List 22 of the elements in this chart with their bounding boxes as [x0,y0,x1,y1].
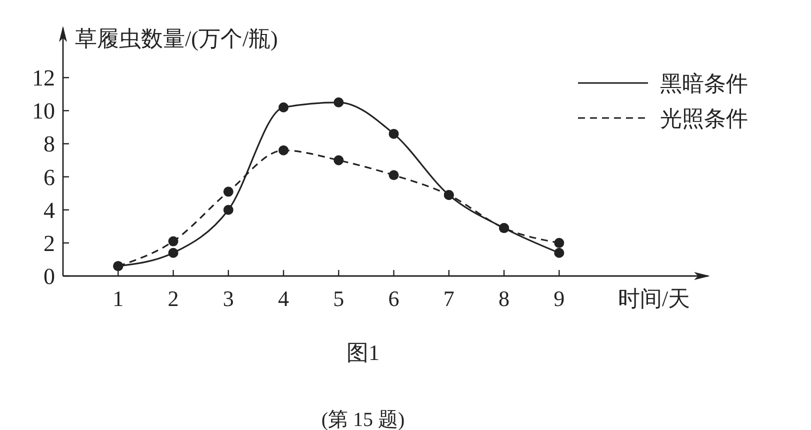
x-tick-label: 4 [278,286,290,311]
x-tick-label: 8 [498,286,510,311]
y-tick-label: 0 [44,264,55,289]
x-tick-label: 6 [388,286,400,311]
y-tick-label: 10 [32,98,55,124]
y-axis-title: 草履虫数量/(万个/瓶) [75,26,278,51]
x-tick-label: 1 [112,286,124,311]
y-tick-label: 8 [44,132,55,157]
y-tick-label: 4 [44,198,56,223]
x-tick-label: 3 [222,286,234,311]
y-tick-label: 2 [44,230,55,256]
text: (第 15 题) [321,409,405,430]
legend-label: 光照条件 [660,106,748,131]
x-tick-label: 7 [443,286,454,311]
x-tick-label: 5 [333,286,344,311]
x-axis-title: 时间/天 [618,286,690,311]
y-tick-label: 6 [44,164,55,190]
y-tick-label: 12 [32,66,55,91]
x-tick-label: 2 [168,286,179,311]
caption: 图1 [346,340,380,365]
x-tick-label: 9 [554,286,565,311]
legend-label: 黑暗条件 [660,71,748,96]
